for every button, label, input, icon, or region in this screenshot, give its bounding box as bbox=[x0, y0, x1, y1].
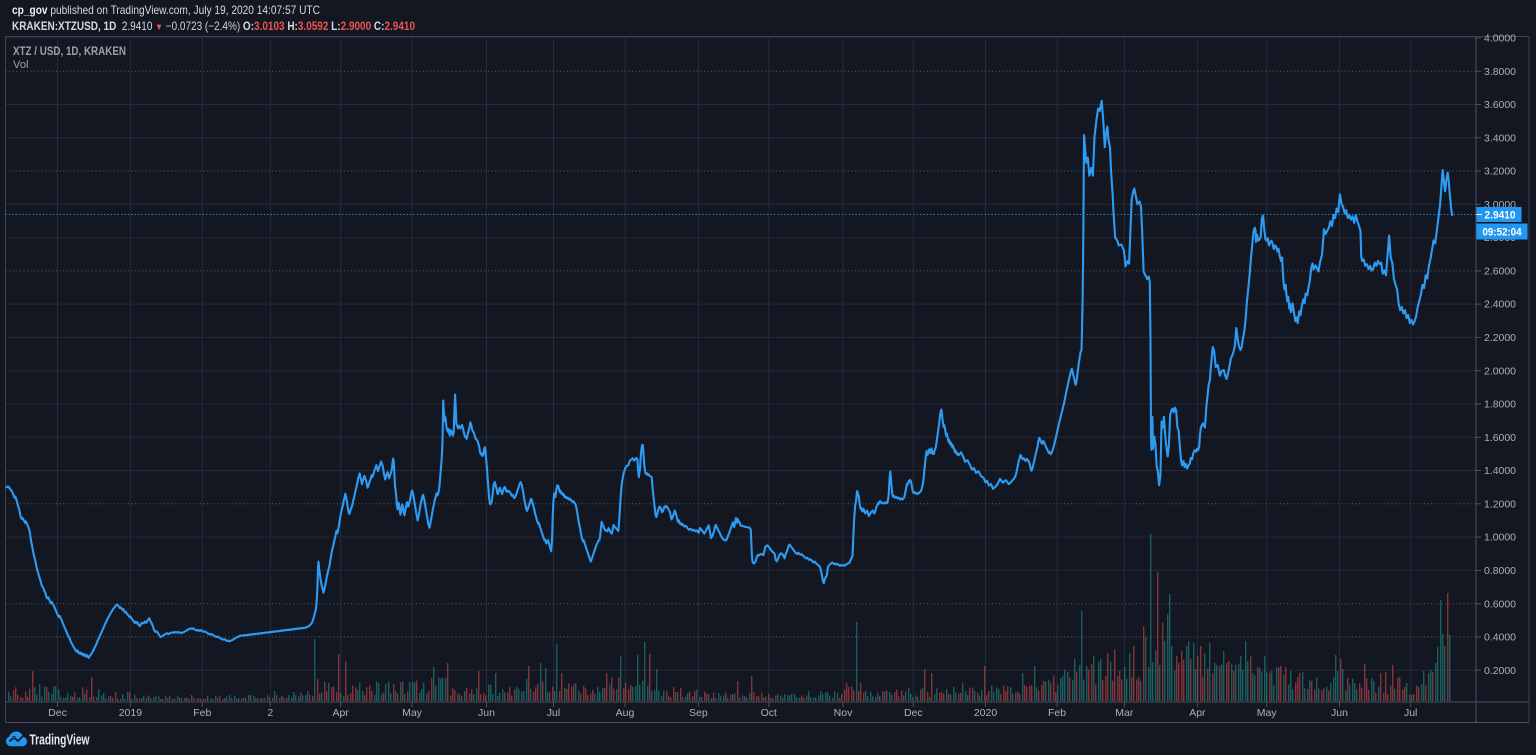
svg-text:TradingView: TradingView bbox=[30, 733, 91, 749]
svg-text:Feb: Feb bbox=[193, 707, 211, 719]
svg-text:2.9410: 2.9410 bbox=[1485, 210, 1516, 222]
svg-text:3.2000: 3.2000 bbox=[1484, 166, 1516, 178]
svg-text:Mar: Mar bbox=[1115, 707, 1134, 719]
svg-text:2.4000: 2.4000 bbox=[1484, 299, 1516, 311]
svg-text:3.6000: 3.6000 bbox=[1484, 99, 1516, 111]
svg-text:1.0000: 1.0000 bbox=[1484, 532, 1516, 544]
svg-text:Jun: Jun bbox=[1331, 707, 1348, 719]
svg-text:2020: 2020 bbox=[974, 707, 998, 719]
svg-text:2019: 2019 bbox=[119, 707, 143, 719]
svg-text:2.2000: 2.2000 bbox=[1484, 332, 1516, 344]
svg-text:Vol: Vol bbox=[13, 59, 29, 71]
svg-text:May: May bbox=[1257, 707, 1278, 719]
svg-text:Apr: Apr bbox=[333, 707, 350, 719]
svg-text:Sep: Sep bbox=[689, 707, 708, 719]
svg-text:1.8000: 1.8000 bbox=[1484, 399, 1516, 411]
svg-text:May: May bbox=[402, 707, 423, 719]
svg-text:1.2000: 1.2000 bbox=[1484, 498, 1516, 510]
svg-text:0.2000: 0.2000 bbox=[1484, 665, 1516, 677]
svg-text:Dec: Dec bbox=[904, 707, 923, 719]
svg-text:3.8000: 3.8000 bbox=[1484, 66, 1516, 78]
svg-text:3.4000: 3.4000 bbox=[1484, 132, 1516, 144]
svg-text:Apr: Apr bbox=[1189, 707, 1206, 719]
svg-text:Dec: Dec bbox=[48, 707, 67, 719]
svg-text:1.6000: 1.6000 bbox=[1484, 432, 1516, 444]
svg-text:Jun: Jun bbox=[478, 707, 495, 719]
svg-text:2.0000: 2.0000 bbox=[1484, 365, 1516, 377]
svg-text:Feb: Feb bbox=[1048, 707, 1066, 719]
svg-text:Nov: Nov bbox=[834, 707, 853, 719]
svg-text:1.4000: 1.4000 bbox=[1484, 465, 1516, 477]
svg-text:4.0000: 4.0000 bbox=[1484, 33, 1516, 45]
svg-text:Aug: Aug bbox=[616, 707, 635, 719]
svg-text:Oct: Oct bbox=[761, 707, 777, 719]
svg-text:0.6000: 0.6000 bbox=[1484, 598, 1516, 610]
svg-text:2.6000: 2.6000 bbox=[1484, 266, 1516, 278]
svg-text:Jul: Jul bbox=[547, 707, 560, 719]
svg-text:09:52:04: 09:52:04 bbox=[1483, 227, 1523, 239]
svg-text:2: 2 bbox=[267, 707, 273, 719]
svg-text:Jul: Jul bbox=[1404, 707, 1417, 719]
svg-text:0.4000: 0.4000 bbox=[1484, 632, 1516, 644]
svg-text:0.8000: 0.8000 bbox=[1484, 565, 1516, 577]
svg-text:XTZ / USD, 1D, KRAKEN: XTZ / USD, 1D, KRAKEN bbox=[13, 46, 126, 58]
